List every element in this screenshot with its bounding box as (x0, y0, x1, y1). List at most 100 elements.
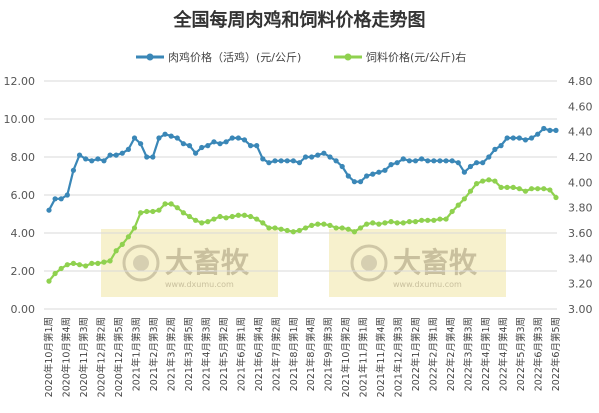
data-point-feed (345, 226, 351, 232)
data-point-feed (431, 217, 437, 223)
data-point-feed (284, 227, 290, 234)
data-point-meat (180, 141, 186, 147)
x-tick-label: 2022年3月第3周 (463, 317, 475, 391)
data-point-meat (376, 169, 382, 175)
data-point-meat (382, 167, 388, 173)
watermark-text: 大畜牧 (165, 246, 250, 279)
data-point-feed (528, 186, 535, 192)
data-point-feed (217, 213, 223, 220)
data-point-feed (193, 217, 199, 223)
data-point-meat (455, 160, 461, 166)
data-point-feed (64, 262, 70, 268)
data-point-meat (46, 207, 52, 213)
data-point-meat (516, 135, 522, 141)
watermark-url: www.dxumu.com (165, 280, 234, 289)
x-tick-label: 2022年2月第1周 (428, 317, 440, 391)
data-point-meat (296, 160, 303, 166)
legend: 肉鸡价格（活鸡）(元/公斤) 饲料价格(元/公斤)右 (136, 50, 466, 64)
data-point-meat (412, 158, 419, 164)
watermark-logo-icon (122, 244, 160, 282)
data-point-meat (553, 127, 559, 133)
data-point-meat (70, 167, 77, 173)
data-point-feed (443, 216, 449, 222)
data-point-meat (150, 154, 156, 160)
x-tick-label: 2022年1月第2周 (410, 317, 422, 391)
data-point-feed (535, 186, 541, 192)
data-point-meat (211, 139, 217, 145)
data-point-feed (58, 265, 64, 272)
data-point-feed (492, 178, 498, 184)
data-point-meat (217, 141, 223, 147)
left-tick-label: 10.00 (4, 113, 36, 126)
x-tick-label: 2021年6月第1周 (235, 317, 247, 391)
data-point-feed (547, 187, 553, 193)
data-point-meat (510, 135, 516, 141)
data-point-feed (541, 186, 547, 192)
x-tick-label: 2020年11月第3周 (78, 317, 90, 397)
watermark-logo-icon (350, 244, 388, 282)
data-point-feed (486, 177, 492, 183)
data-point-meat (431, 158, 437, 164)
data-point-meat (480, 160, 486, 166)
data-point-meat (76, 152, 83, 158)
right-tick-label: 4.60 (568, 100, 593, 113)
watermark-box (329, 229, 506, 297)
left-tick-label: 4.00 (11, 227, 36, 240)
data-point-feed (199, 220, 205, 226)
data-point-feed (247, 213, 254, 220)
data-point-meat (321, 150, 327, 156)
data-point-feed (119, 241, 125, 247)
data-point-meat (254, 143, 260, 149)
x-tick-label: 2020年10月第4周 (60, 317, 72, 397)
data-point-meat (186, 143, 193, 149)
data-point-meat (541, 125, 547, 132)
data-point-meat (290, 158, 296, 164)
data-point-meat (266, 160, 272, 166)
data-point-feed (83, 263, 89, 269)
data-point-meat (394, 160, 400, 166)
x-tick-label: 2022年4月第1周 (480, 317, 492, 391)
left-tick-label: 6.00 (11, 189, 36, 202)
data-point-meat (492, 146, 498, 152)
data-point-meat (388, 162, 394, 168)
data-point-meat (260, 156, 266, 162)
data-point-feed (290, 229, 296, 235)
data-point-meat (522, 137, 529, 143)
data-point-feed (406, 219, 412, 225)
data-point-feed (156, 207, 162, 213)
data-point-feed (272, 225, 278, 231)
data-point-feed (162, 201, 168, 207)
data-point-meat (528, 135, 535, 141)
data-point-feed (449, 208, 455, 215)
watermark-text: 大畜牧 (393, 246, 478, 279)
right-tick-label: 4.80 (568, 75, 593, 88)
data-point-feed (370, 220, 376, 226)
data-point-feed (89, 260, 95, 266)
data-point-feed (205, 219, 211, 225)
x-tick-label: 2021年4月第3周 (200, 317, 212, 391)
data-point-meat (119, 150, 125, 156)
data-point-meat (199, 144, 205, 151)
data-point-feed (498, 184, 504, 190)
data-point-meat (443, 158, 449, 164)
legend-marker-meat-dot (146, 53, 154, 61)
data-point-feed (168, 201, 174, 207)
data-point-meat (370, 171, 376, 177)
data-point-meat (419, 156, 425, 162)
data-point-feed (315, 221, 321, 227)
data-point-feed (107, 258, 113, 264)
data-point-meat (449, 158, 455, 164)
right-tick-label: 3.20 (568, 278, 593, 291)
data-point-feed (52, 270, 58, 277)
x-tick-label: 2021年7月第2周 (270, 317, 282, 391)
data-point-meat (278, 158, 284, 164)
right-tick-label: 4.00 (568, 176, 593, 189)
series-layer (46, 125, 559, 284)
data-point-meat (113, 152, 119, 158)
data-point-feed (180, 210, 186, 216)
data-point-meat (174, 135, 180, 141)
data-point-feed (425, 217, 431, 223)
